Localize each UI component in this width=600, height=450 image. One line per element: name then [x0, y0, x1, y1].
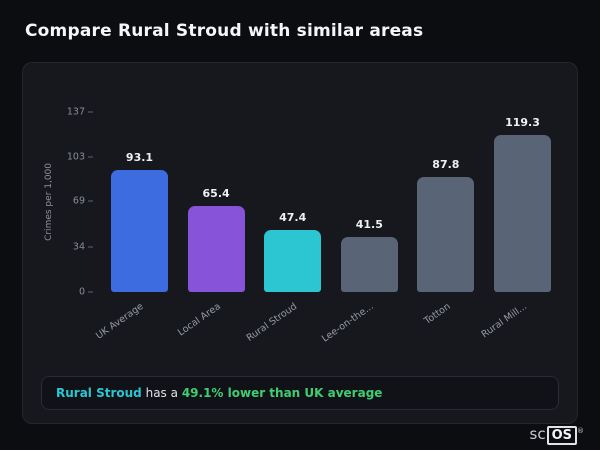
- y-axis-tick: 137: [67, 107, 93, 118]
- bar-column: 93.1 UK Average: [94, 112, 168, 342]
- bar-column: 119.3 Rural Mill...: [479, 112, 551, 340]
- registered-symbol: ®: [577, 427, 584, 435]
- brand-boxed: OS: [546, 426, 577, 445]
- x-axis-label: Totton: [421, 301, 453, 327]
- y-axis-tick-mark: [88, 156, 93, 158]
- bar[interactable]: [264, 229, 322, 292]
- bar-value-label: 65.4: [202, 187, 230, 201]
- bar-value-label: 87.8: [432, 157, 460, 171]
- y-axis-tick-mark: [88, 246, 93, 248]
- y-axis-tick-label: 69: [72, 195, 85, 207]
- summary-middle-text: has a: [145, 386, 178, 400]
- bar[interactable]: [340, 237, 398, 292]
- x-axis-label: Rural Mill...: [479, 301, 529, 341]
- bar[interactable]: [417, 176, 475, 292]
- x-axis-label: Rural Stroud: [244, 301, 299, 344]
- y-axis-tick-mark: [88, 291, 93, 293]
- y-axis-tick-mark: [88, 111, 93, 113]
- bar-column: 47.4 Rural Stroud: [244, 112, 322, 344]
- y-axis-tick: 0: [79, 287, 93, 298]
- summary-area-name: Rural Stroud: [56, 386, 142, 400]
- page-title: Compare Rural Stroud with similar areas: [25, 21, 424, 41]
- brand-watermark: sc OS ®: [529, 425, 584, 445]
- y-axis-tick-label: 137: [66, 106, 85, 118]
- y-axis-tick: 103: [67, 151, 93, 162]
- x-axis-label: Local Area: [175, 301, 223, 339]
- bar[interactable]: [187, 206, 245, 292]
- bar-value-label: 93.1: [125, 150, 154, 164]
- bar-chart: Crimes per 1,000 0 34 69 103 137 93.1 UK Aver…: [41, 107, 559, 345]
- bar-value-label: 119.3: [505, 116, 540, 130]
- bar-column: 65.4 Local Area: [176, 112, 245, 338]
- bar[interactable]: [493, 135, 551, 292]
- y-axis-tick: 34: [73, 242, 93, 253]
- bar-column: 87.8 Totton: [417, 112, 475, 327]
- bar-value-label: 47.4: [279, 210, 307, 224]
- x-axis-label: Lee-on-the...: [319, 301, 376, 345]
- summary-highlight: 49.1% lower than UK average: [181, 386, 383, 400]
- y-axis-tick-label: 0: [78, 286, 85, 298]
- y-axis-title: Crimes per 1,000: [44, 163, 54, 241]
- chart-card: Crimes per 1,000 0 34 69 103 137 93.1 UK Aver…: [22, 62, 578, 424]
- x-axis-label: UK Average: [94, 301, 146, 342]
- summary-box: Rural Stroud has a 49.1% lower than UK a…: [41, 376, 559, 410]
- y-axis-tick-label: 34: [72, 241, 85, 253]
- plot-area: 93.1 UK Average 65.4 Local Area 47.4 Rural St…: [94, 112, 559, 345]
- bar-value-label: 41.5: [355, 218, 383, 232]
- brand-prefix: sc: [529, 425, 546, 443]
- bar[interactable]: [111, 169, 168, 292]
- y-axis-tick-label: 103: [66, 151, 85, 163]
- y-axis-tick-mark: [88, 200, 93, 202]
- y-axis-title-wrap: Crimes per 1,000: [41, 112, 57, 292]
- y-axis: 0 34 69 103 137: [57, 107, 93, 298]
- y-axis-tick: 69: [73, 196, 93, 207]
- bar-column: 41.5 Lee-on-the...: [320, 112, 398, 345]
